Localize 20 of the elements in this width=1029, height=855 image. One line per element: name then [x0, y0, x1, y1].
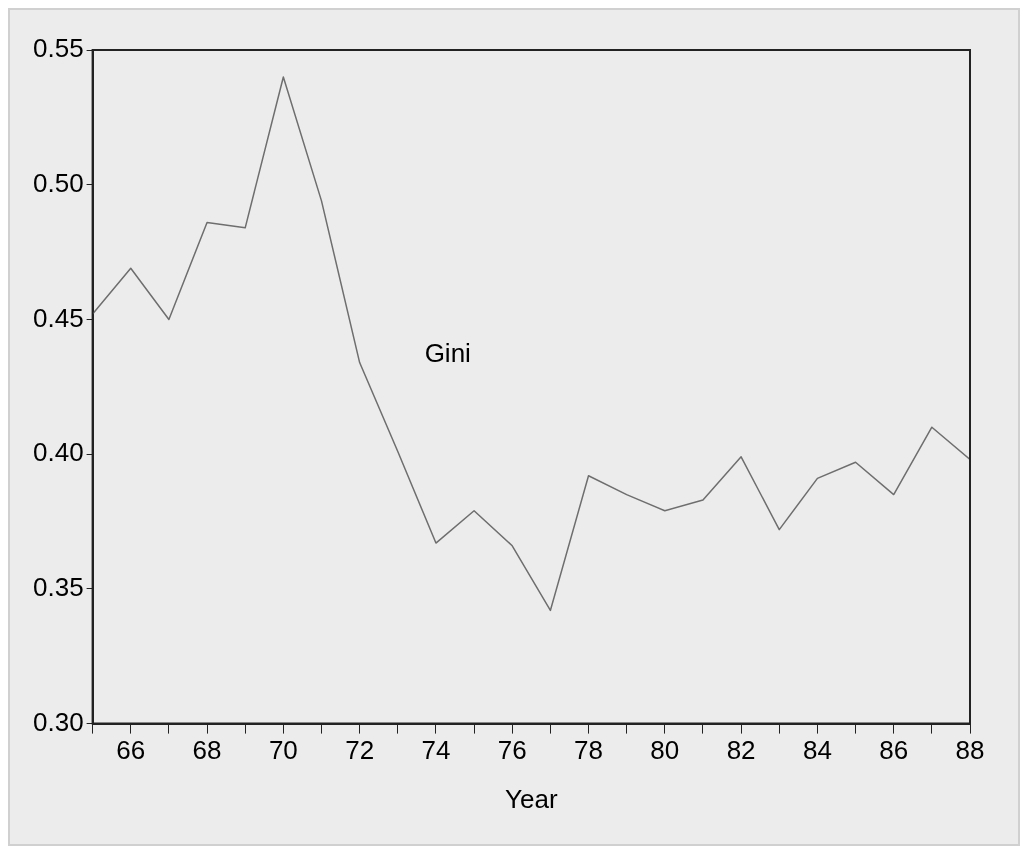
x-tick-label: 74	[421, 735, 451, 766]
y-tick-label: 0.45	[32, 302, 84, 333]
x-tick-label: 76	[497, 735, 527, 766]
x-axis-title: Year	[505, 783, 558, 814]
x-tick-label: 82	[726, 735, 756, 766]
x-tick-label: 66	[116, 735, 146, 766]
x-tick-label: 72	[345, 735, 375, 766]
x-tick-label: 88	[955, 735, 985, 766]
x-tick-label: 86	[879, 735, 909, 766]
x-tick-label: 84	[802, 735, 832, 766]
y-tick-label: 0.40	[32, 437, 84, 468]
text: Gini	[424, 337, 471, 368]
x-tick-label: 80	[650, 735, 680, 766]
y-tick-label: 0.55	[32, 33, 84, 64]
y-tick-label: 0.30	[32, 706, 84, 737]
x-tick-label: 70	[268, 735, 298, 766]
x-tick-label: 78	[574, 735, 603, 766]
x-tick-label: 68	[192, 735, 222, 766]
y-tick-label: 0.50	[32, 167, 84, 198]
y-tick-label: 0.35	[32, 572, 84, 603]
